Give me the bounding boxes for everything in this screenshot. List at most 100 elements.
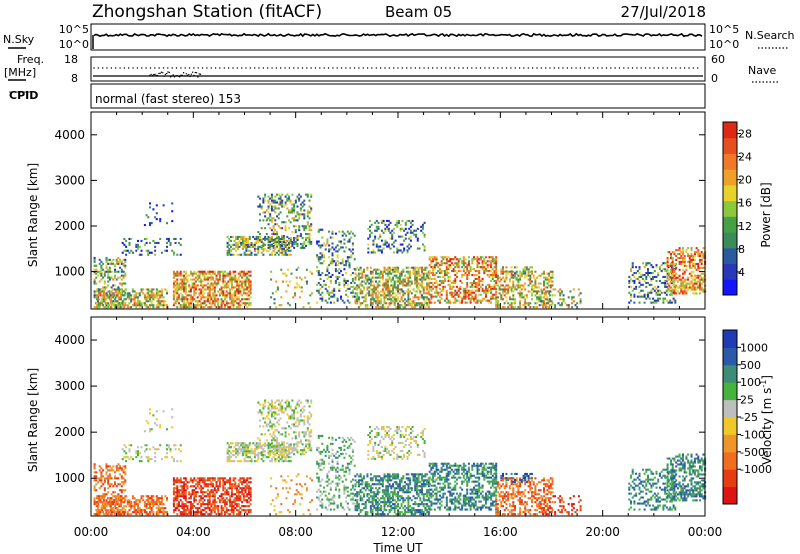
- power-cell: [678, 276, 681, 279]
- power-cell: [386, 245, 389, 248]
- power-cell: [267, 199, 270, 202]
- power-cell: [488, 299, 491, 302]
- power-cell: [217, 282, 220, 285]
- velocity-cell: [145, 495, 148, 498]
- velocity-cell: [133, 507, 136, 510]
- power-cell: [462, 256, 465, 259]
- velocity-cell: [184, 513, 187, 516]
- nave-point: [323, 67, 325, 69]
- velocity-cell: [162, 509, 165, 512]
- velocity-cell: [137, 454, 140, 457]
- power-cell: [369, 233, 372, 236]
- power-cell: [210, 306, 213, 309]
- power-cell: [457, 289, 460, 292]
- power-cell: [376, 272, 379, 275]
- power-colorbar-tick-label: 20: [738, 174, 752, 187]
- velocity-cell: [113, 501, 116, 504]
- velocity-cell: [210, 485, 213, 488]
- velocity-cell: [200, 495, 203, 498]
- power-cell: [413, 229, 416, 232]
- power-cell: [666, 268, 669, 271]
- power-cell: [692, 288, 695, 291]
- power-cell: [157, 304, 160, 307]
- velocity-cell: [217, 505, 220, 508]
- nave-point: [384, 67, 386, 69]
- power-cell: [128, 298, 131, 301]
- power-cell: [527, 278, 530, 281]
- power-cell: [184, 276, 187, 279]
- power-cell: [341, 299, 344, 302]
- velocity-cell: [120, 495, 123, 498]
- nave-point: [662, 67, 664, 69]
- power-cell: [183, 276, 186, 279]
- power-cell: [276, 231, 279, 234]
- power-cell: [285, 280, 288, 283]
- nave-point: [440, 67, 443, 69]
- power-cell: [242, 288, 245, 291]
- power-cell: [189, 270, 192, 273]
- power-cell: [253, 243, 256, 246]
- power-cell: [310, 207, 313, 210]
- power-cell: [544, 276, 547, 279]
- power-cell: [203, 302, 206, 305]
- velocity-cell: [186, 513, 189, 516]
- power-cell: [186, 294, 189, 297]
- power-cell: [271, 292, 274, 295]
- power-cell: [500, 296, 503, 299]
- power-cell: [388, 276, 391, 279]
- power-cell: [267, 207, 270, 210]
- power-cell: [321, 299, 324, 302]
- velocity-cell: [137, 505, 140, 508]
- velocity-cell: [184, 483, 187, 486]
- power-cell: [236, 253, 239, 256]
- power-cell: [220, 290, 223, 293]
- velocity-cell: [174, 495, 177, 498]
- velocity-cell: [124, 489, 127, 492]
- power-cell: [416, 227, 419, 230]
- power-cell: [422, 286, 425, 289]
- power-cell: [476, 260, 479, 263]
- power-cell: [272, 244, 275, 247]
- velocity-cell: [203, 483, 206, 486]
- power-cell: [229, 294, 232, 297]
- power-cell: [232, 286, 235, 289]
- velocity-cell: [107, 509, 110, 512]
- velocity-cell: [97, 509, 100, 512]
- power-cell: [226, 249, 229, 252]
- power-cell: [298, 193, 301, 196]
- power-cell: [652, 266, 655, 269]
- power-cell: [495, 300, 498, 303]
- power-cell: [142, 288, 145, 291]
- power-cell: [181, 280, 184, 283]
- power-cell: [242, 292, 245, 295]
- power-cell: [424, 292, 427, 295]
- power-cell: [308, 233, 311, 236]
- power-cell: [111, 304, 114, 307]
- power-cell: [201, 296, 204, 299]
- power-cell: [456, 272, 459, 275]
- power-cell: [212, 284, 215, 287]
- power-cell: [244, 288, 247, 291]
- power-cell: [397, 284, 400, 287]
- power-cell: [179, 278, 182, 281]
- power-cell: [128, 296, 131, 299]
- power-cell: [230, 284, 233, 287]
- power-cell: [467, 260, 470, 263]
- power-cell: [531, 280, 534, 283]
- velocity-cell: [181, 501, 184, 504]
- velocity-cell: [200, 485, 203, 488]
- velocity-cell: [96, 513, 99, 516]
- power-cell: [353, 258, 356, 261]
- nave-point: [492, 67, 495, 69]
- power-cell: [381, 270, 384, 273]
- power-cell: [383, 302, 386, 305]
- power-cell: [222, 270, 225, 273]
- nave-point: [249, 67, 251, 69]
- power-cell: [510, 290, 513, 293]
- power-cell: [281, 240, 284, 243]
- power-cell: [682, 280, 685, 283]
- power-cell: [191, 298, 194, 301]
- power-cell: [495, 256, 498, 259]
- power-cell: [218, 306, 221, 309]
- velocity-cell: [193, 501, 196, 504]
